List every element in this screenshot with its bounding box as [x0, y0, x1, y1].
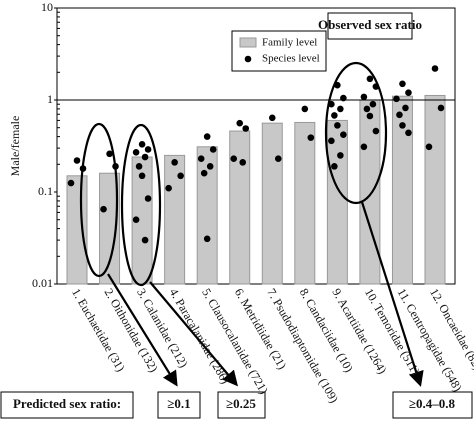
- arrow: [107, 273, 178, 387]
- bar: [196, 146, 218, 285]
- species-point: [337, 105, 344, 113]
- species-point: [372, 127, 380, 135]
- bar: [391, 95, 413, 285]
- prediction: ≥0.25: [226, 396, 256, 411]
- species-point: [138, 140, 146, 148]
- prediction: ≥0.1: [167, 396, 190, 411]
- species-point: [402, 104, 409, 112]
- species-point: [301, 105, 309, 113]
- species-point: [437, 104, 445, 112]
- prediction-box: [157, 391, 201, 419]
- species-point: [144, 195, 152, 202]
- species-point: [405, 129, 412, 137]
- species-point: [100, 205, 107, 213]
- bar: [359, 99, 381, 285]
- species-point: [366, 112, 374, 120]
- species-point: [340, 131, 347, 138]
- y-tick-label: 0.01: [32, 276, 53, 290]
- species-point: [337, 152, 344, 159]
- y-tick-label: 10: [41, 0, 53, 14]
- bar: [229, 130, 251, 285]
- arrow: [360, 201, 424, 387]
- species-point: [363, 105, 371, 113]
- species-point: [393, 95, 400, 103]
- prediction-label: Predicted sex ratio:: [13, 396, 121, 411]
- species-point: [206, 163, 214, 170]
- bar: [294, 121, 316, 285]
- y-tick-label: 0.1: [38, 184, 53, 198]
- species-point: [274, 155, 282, 163]
- legend-label: Family level: [262, 37, 317, 49]
- species-point: [399, 80, 406, 88]
- species-point: [132, 216, 140, 223]
- group-ellipse: [120, 123, 162, 287]
- species-point: [203, 133, 211, 140]
- species-point: [141, 236, 149, 244]
- species-point: [171, 159, 178, 166]
- species-point: [141, 153, 149, 161]
- species-point: [135, 163, 143, 170]
- species-point: [328, 137, 335, 145]
- species-point: [197, 155, 205, 163]
- species-point: [405, 89, 412, 97]
- prediction-box: [217, 391, 266, 419]
- species-point: [366, 75, 374, 83]
- species-point: [268, 114, 276, 122]
- x-tick-label: 4. Paracalanidae (286): [167, 286, 233, 386]
- species-point: [138, 172, 146, 180]
- arrow: [149, 281, 238, 387]
- plot-frame: [56, 7, 456, 285]
- chart-title: Observed sex ratio: [318, 17, 422, 32]
- species-point: [236, 119, 244, 127]
- species-point: [334, 122, 341, 129]
- species-point: [144, 146, 152, 153]
- prediction: ≥0.4–0.8: [409, 396, 456, 411]
- species-point: [242, 125, 250, 132]
- prediction-label-box: [0, 391, 134, 419]
- bar: [261, 122, 283, 285]
- species-point: [331, 163, 338, 170]
- species-point: [209, 146, 217, 153]
- group-ellipse: [324, 61, 388, 205]
- species-point: [177, 172, 184, 180]
- legend-label: Species level: [262, 53, 320, 65]
- species-point: [399, 122, 406, 129]
- species-point: [360, 93, 368, 101]
- species-point: [106, 150, 113, 158]
- species-point: [67, 179, 75, 187]
- species-point: [200, 169, 208, 177]
- bar: [66, 175, 88, 285]
- bar: [326, 119, 348, 285]
- species-point: [360, 143, 368, 151]
- bar: [424, 94, 446, 285]
- species-point: [230, 155, 238, 163]
- species-point: [396, 111, 403, 119]
- species-point: [203, 235, 211, 243]
- species-point: [431, 65, 439, 72]
- prediction-box: [392, 391, 473, 419]
- species-point: [307, 134, 315, 141]
- bar: [99, 172, 121, 285]
- annotations: [79, 61, 424, 387]
- species-point: [132, 149, 140, 156]
- title-box: [327, 12, 413, 40]
- y-axis-label: Male/female: [8, 116, 22, 177]
- species-point: [331, 112, 338, 119]
- species-point: [165, 184, 172, 192]
- legend-swatch: [239, 37, 257, 48]
- species-point: [73, 157, 81, 164]
- group-ellipse: [79, 122, 119, 278]
- species-point: [425, 143, 433, 151]
- legend-marker: [244, 55, 252, 63]
- species-point: [239, 159, 247, 166]
- species-point: [369, 100, 377, 108]
- y-tick-label: 1: [47, 92, 53, 106]
